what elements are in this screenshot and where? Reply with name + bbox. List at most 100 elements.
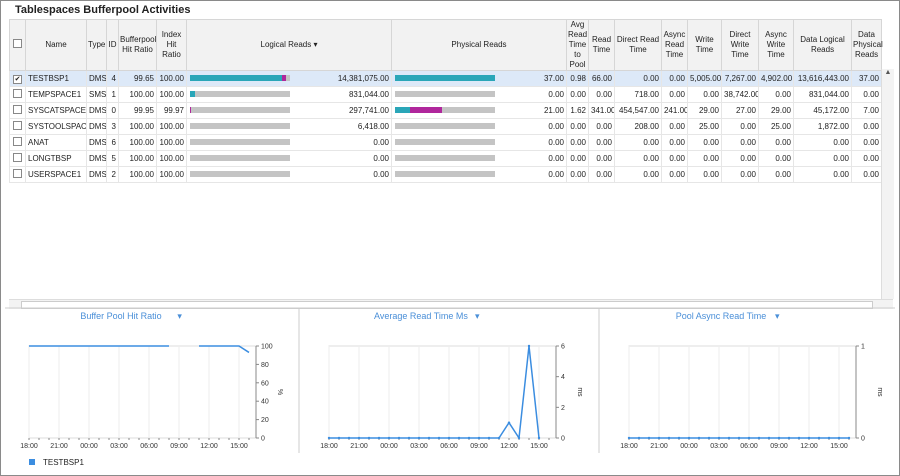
cell: 66.00 [588,70,615,87]
grid-row[interactable]: USERSPACE1 DMS 2 100.00 100.00 0.00 0.00 0.00 0.… [9,166,882,183]
bar-track [395,107,495,113]
data-grid: Name Type ID Bufferpool Hit Ratio Index Hit … [9,19,883,183]
grid-row[interactable]: ✔ TESTBSP1 DMS 4 99.65 100.00 14,381,075.00 37.… [9,70,882,87]
cell-value: 14,381,075.00 [337,74,389,83]
column-header[interactable]: Avg Read Time to Pool [566,19,589,71]
point [387,436,391,440]
cell: DMS [86,166,107,183]
column-header[interactable]: Write Time [687,19,722,71]
x-tick-label: 21:00 [650,443,668,450]
checkbox[interactable] [13,137,22,146]
column-header[interactable]: Data Physical Reads [851,19,883,71]
series-line [329,345,540,441]
bar-segment [282,75,286,81]
x-tick-label: 18:00 [320,443,338,450]
y-tick-label: 2 [561,405,565,412]
x-tick-label: 21:00 [50,443,68,450]
point [457,436,461,440]
cell: 0.00 [588,166,615,183]
cell-wrap: 21.00 [394,104,564,118]
point [417,436,421,440]
checkbox[interactable]: ✔ [13,74,22,84]
point [357,436,361,440]
point [677,436,681,440]
x-tick-label: 03:00 [410,443,428,450]
y-tick-label: 6 [561,344,565,351]
cell-wrap: 0.00 [394,88,564,102]
legend: TESTBSP1 [29,458,84,467]
x-tick-label: 09:00 [170,443,188,450]
y-tick-label: 0 [261,436,265,443]
point [707,436,711,440]
bar-segment [190,75,282,81]
title-arrow[interactable]: ▾ [177,311,182,321]
point [787,436,791,440]
bar-track [190,139,290,145]
point [447,436,451,440]
bar-track [190,107,290,113]
point [747,436,751,440]
column-header[interactable]: Direct Read Time [614,19,662,71]
point [717,436,721,440]
point [657,436,661,440]
column-header[interactable]: Type [86,19,107,71]
checkbox[interactable] [13,105,22,114]
x-tick-label: 09:00 [470,443,488,450]
bar-track [190,123,290,129]
grid-row[interactable]: SYSTOOLSPACE DMS 3 100.00 100.00 6,418.00 0.00… [9,118,882,135]
title-arrow[interactable]: ▾ [775,311,780,321]
bar-track [395,171,495,177]
cell-value: 0.00 [548,122,564,131]
y-tick-label: 40 [261,399,269,406]
cell-value: 6,418.00 [357,122,389,131]
x-tick-label: 06:00 [140,443,158,450]
point [647,436,651,440]
chart-title[interactable]: Buffer Pool Hit Ratio [80,311,161,321]
title-arrow[interactable]: ▾ [475,311,480,321]
panel-title: Tablespaces Bufferpool Activities [15,4,191,16]
row-checkbox[interactable] [9,118,26,135]
checkbox[interactable] [13,121,22,130]
point [507,421,511,424]
row-checkbox[interactable] [9,166,26,183]
x-tick-label: 15:00 [830,443,848,450]
checkbox[interactable] [13,153,22,162]
column-header[interactable]: Read Time [588,19,615,71]
column-header[interactable]: Logical Reads [186,19,392,71]
cell-value: 0.00 [548,90,564,99]
cell: 0.00 [721,166,759,183]
point [797,436,801,440]
column-header[interactable]: Direct Write Time [721,19,759,71]
checkbox[interactable] [13,169,22,178]
column-header[interactable]: Data Logical Reads [793,19,852,71]
cell-wrap: 0.00 [394,168,564,182]
cell-wrap: 0.00 [394,152,564,166]
point [337,436,341,440]
select-all[interactable] [9,19,26,71]
column-header[interactable]: Physical Reads [391,19,567,71]
chart-title[interactable]: Pool Async Read Time [676,311,767,321]
bar-track [395,139,495,145]
column-header[interactable]: Async Write Time [758,19,794,71]
cell: DMS [86,70,107,87]
chart-title[interactable]: Average Read Time Ms [374,311,468,321]
point [777,436,781,440]
cell-wrap: 37.00 [394,72,564,86]
grid-row[interactable]: SYSCATSPACE DMS 0 99.95 99.97 297,741.00 21.00… [9,102,882,119]
column-header[interactable]: Name [25,19,87,71]
cell-wrap: 6,418.00 [189,120,389,134]
point [437,436,441,440]
bar-segment [190,91,195,97]
vertical-scrollbar[interactable]: ▲ [881,69,894,299]
point [407,436,411,440]
checkbox[interactable] [13,89,22,98]
x-tick-label: 00:00 [80,443,98,450]
legend-swatch [29,459,35,465]
point [627,436,631,440]
column-header[interactable]: Index Hit Ratio [156,19,187,71]
column-header[interactable]: Bufferpool Hit Ratio [118,19,157,71]
grid-row[interactable]: TEMPSPACE1 SMS 1 100.00 100.00 831,044.00 0.00… [9,86,882,103]
cell-wrap: 297,741.00 [189,104,389,118]
point [637,436,641,440]
